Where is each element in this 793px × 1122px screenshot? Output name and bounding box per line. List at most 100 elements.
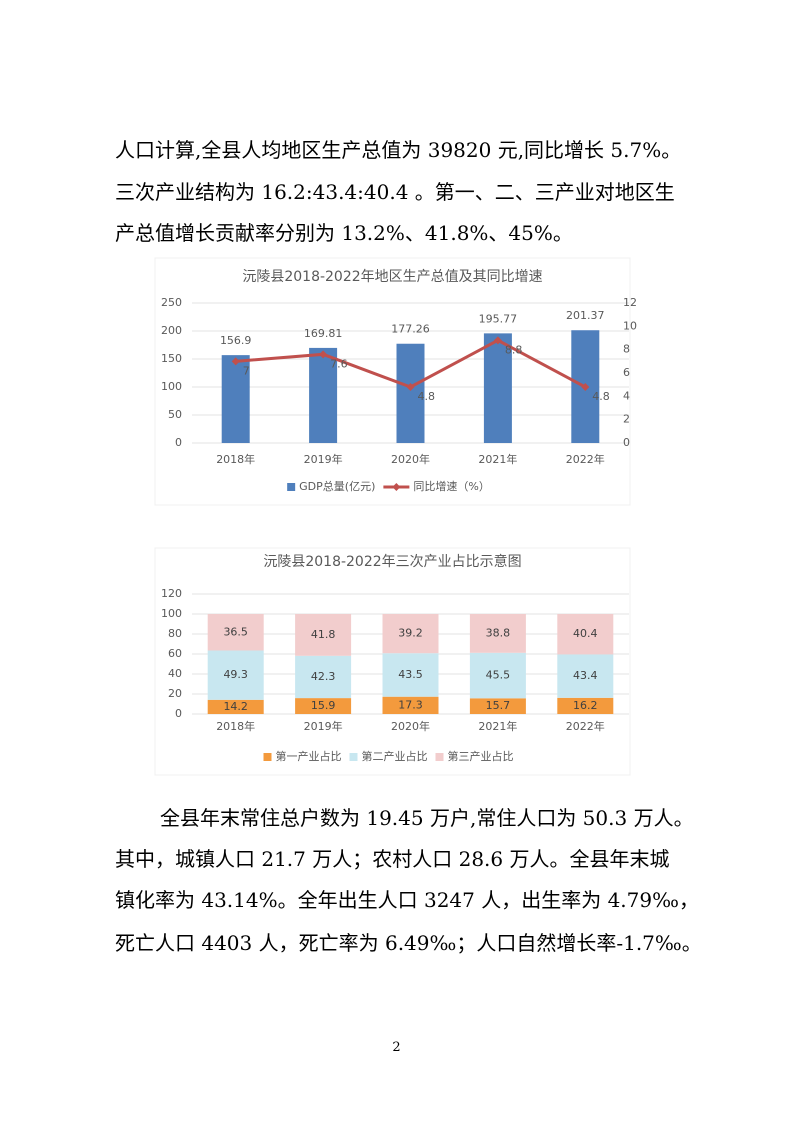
y-tick-label: 0 (175, 436, 182, 449)
text-line: 其中，城镇人口 21.7 万人；农村人口 28.6 万人。全县年末城 (115, 847, 670, 871)
data-label: 169.81 (304, 327, 343, 340)
data-label: 43.4 (573, 669, 598, 682)
y2-tick-label: 12 (623, 296, 637, 309)
bar (309, 347, 338, 443)
legend-swatch (392, 483, 401, 491)
legend-swatch (349, 753, 358, 761)
data-label: 42.3 (311, 670, 336, 683)
legend-label: GDP总量(亿元) (299, 479, 375, 493)
data-label: 45.5 (486, 669, 511, 682)
data-label: 4.8 (418, 390, 436, 403)
text-line: 死亡人口 4403 人，死亡率为 6.49‰；人口自然增长率-1.7‰。 (115, 931, 702, 955)
y-tick-label: 200 (161, 324, 182, 337)
bar-segment (207, 614, 264, 651)
legend-swatch (287, 483, 296, 491)
data-label: 39.2 (398, 627, 423, 640)
data-label: 16.2 (573, 699, 598, 712)
y-tick-label: 60 (168, 647, 182, 660)
chart-title: 沅陵县2018-2022年地区生产总值及其同比增速 (242, 269, 542, 285)
legend-label: 第一产业占比 (276, 749, 342, 763)
x-tick-label: 2020年 (391, 452, 430, 466)
y-tick-label: 40 (168, 667, 182, 680)
line-marker (406, 383, 415, 391)
y-tick-label: 0 (175, 707, 182, 720)
bar-segment (469, 652, 526, 699)
bar (221, 355, 250, 443)
bar-segment (469, 614, 526, 653)
line-marker (231, 357, 240, 366)
legend-label: 同比增速（%） (413, 479, 489, 493)
data-label: 7.6 (330, 357, 348, 370)
data-label: 38.8 (486, 626, 511, 639)
bar-segment (382, 653, 439, 697)
y-tick-label: 100 (161, 607, 182, 620)
page-number: 2 (392, 1040, 401, 1055)
y-tick-label: 120 (161, 587, 182, 600)
line-marker (493, 336, 502, 345)
x-tick-label: 2021年 (478, 452, 517, 466)
y2-tick-label: 0 (623, 436, 630, 449)
bar (396, 343, 425, 443)
y2-tick-label: 8 (623, 343, 630, 356)
data-label: 15.7 (486, 699, 511, 712)
bar-segment (295, 698, 352, 714)
data-label: 14.2 (223, 700, 248, 713)
x-tick-label: 2018年 (216, 719, 255, 733)
y2-tick-label: 10 (623, 319, 637, 332)
bar-segment (207, 650, 264, 700)
text-line: 人口计算,全县人均地区生产总值为 39820 元,同比增长 5.7%。 (115, 138, 682, 162)
data-label: 49.3 (223, 668, 248, 681)
y2-tick-label: 2 (623, 413, 630, 426)
data-label: 156.9 (220, 334, 252, 347)
text-line: 镇化率为 43.14%。全年出生人口 3247 人，出生率为 4.79‰， (115, 888, 699, 912)
bar (483, 333, 512, 443)
bar-segment (207, 699, 264, 714)
bar-segment (382, 696, 439, 714)
data-label: 4.8 (592, 390, 610, 403)
x-tick-label: 2019年 (304, 452, 343, 466)
legend-swatch (263, 753, 272, 761)
text-line: 三次产业结构为 16.2:43.4:40.4 。第一、二、三产业对地区生 (115, 180, 675, 204)
y2-tick-label: 6 (623, 366, 630, 379)
y-tick-label: 150 (161, 352, 182, 365)
y2-tick-label: 4 (623, 389, 630, 402)
legend-swatch (435, 753, 444, 761)
y-tick-label: 80 (168, 627, 182, 640)
legend-label: 第二产业占比 (362, 749, 428, 763)
data-label: 15.9 (311, 699, 336, 712)
bar-segment (557, 654, 614, 698)
x-tick-label: 2019年 (304, 719, 343, 733)
data-label: 7 (243, 364, 250, 377)
text-line: 全县年末常住总户数为 19.45 万户,常住人口为 50.3 万人。 (160, 806, 694, 830)
data-label: 177.26 (391, 323, 430, 336)
x-tick-label: 2022年 (566, 719, 605, 733)
bar-segment (295, 614, 352, 656)
bar-segment (295, 655, 352, 699)
data-label: 201.37 (566, 309, 605, 322)
y-tick-label: 50 (168, 408, 182, 421)
data-label: 43.5 (398, 668, 423, 681)
bar-segment (557, 697, 614, 714)
x-tick-label: 2022年 (566, 452, 605, 466)
y-tick-label: 100 (161, 380, 182, 393)
data-label: 17.3 (398, 698, 423, 711)
data-label: 8.8 (505, 343, 523, 356)
x-tick-label: 2018年 (216, 452, 255, 466)
bar-segment (557, 614, 614, 655)
bar-segment (469, 698, 526, 714)
y-tick-label: 20 (168, 687, 182, 700)
line-marker (581, 383, 590, 391)
x-tick-label: 2020年 (391, 719, 430, 733)
data-label: 36.5 (223, 625, 248, 638)
data-label: 40.4 (573, 627, 598, 640)
line-marker (319, 350, 328, 359)
legend-label: 第三产业占比 (448, 749, 514, 763)
data-label: 195.77 (479, 312, 518, 325)
data-label: 41.8 (311, 628, 336, 641)
x-tick-label: 2021年 (478, 719, 517, 733)
chart-title: 沅陵县2018-2022年三次产业占比示意图 (263, 553, 521, 570)
y-tick-label: 250 (161, 296, 182, 309)
text-line: 产总值增长贡献率分别为 13.2%、41.8%、45%。 (115, 221, 573, 245)
